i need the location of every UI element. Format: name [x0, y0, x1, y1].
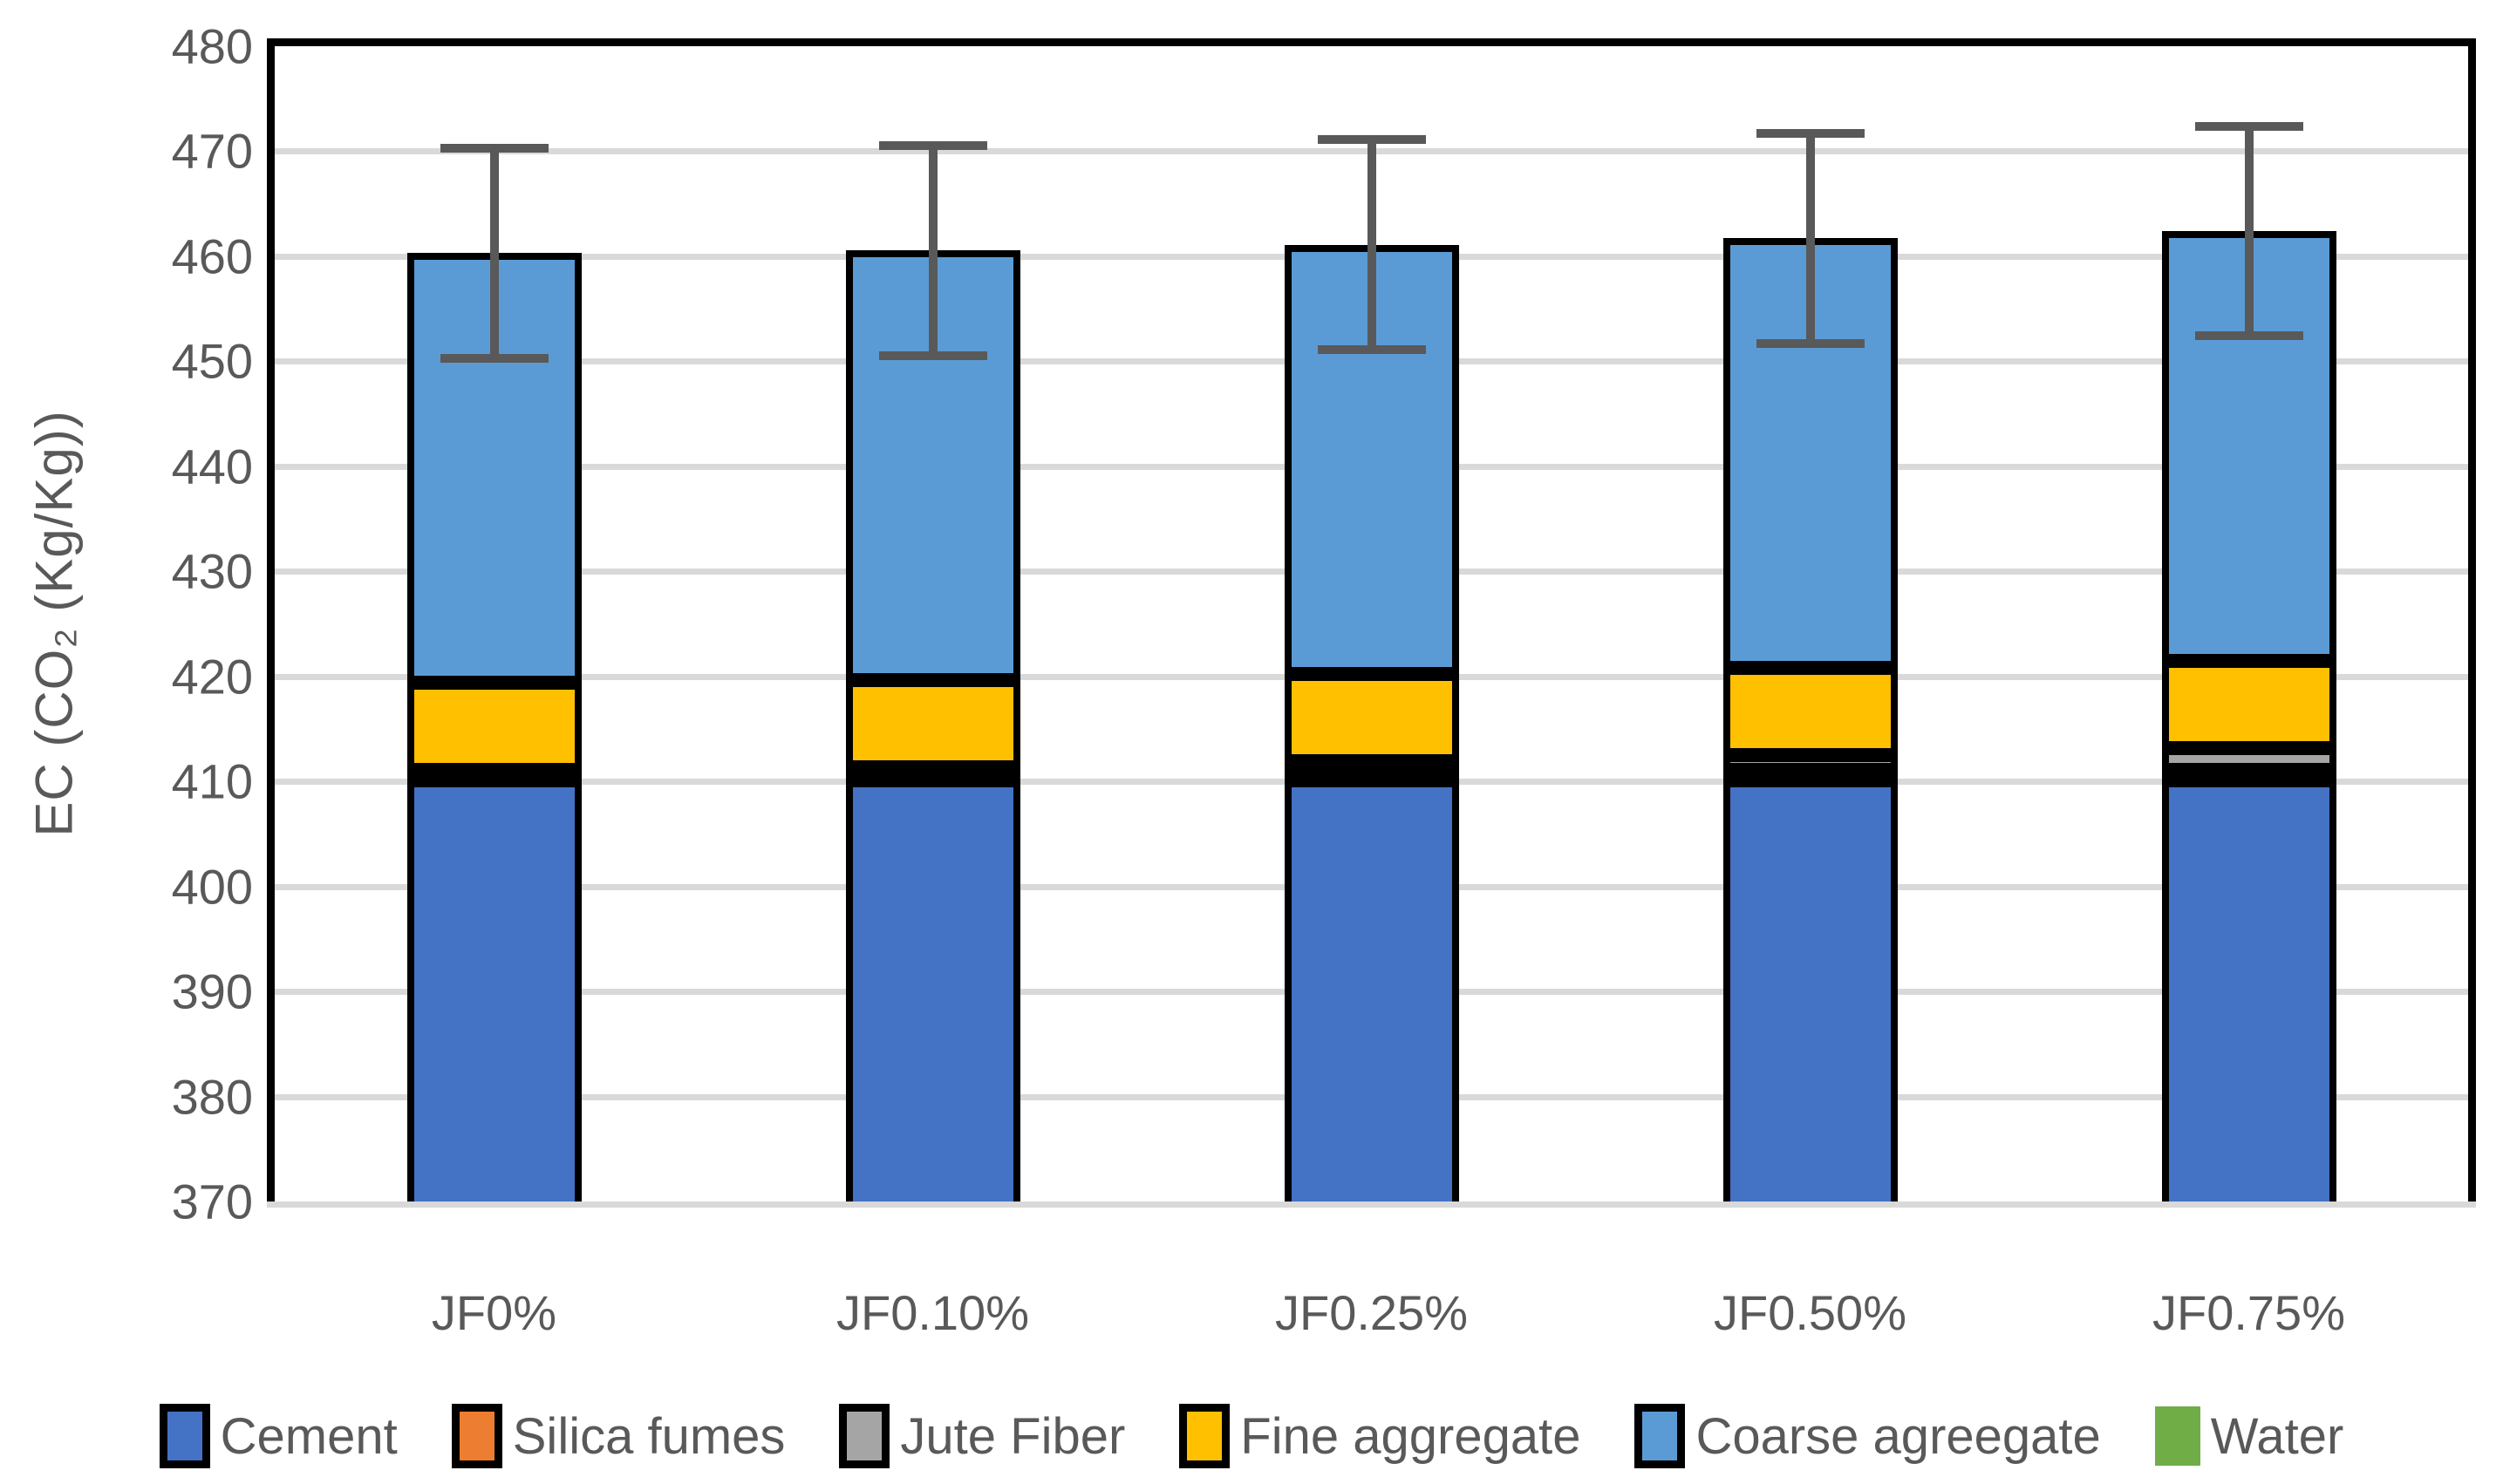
y-tick-label: 460 [171, 228, 253, 284]
error-bar-cap-top [1317, 135, 1426, 145]
bar-segment-fine-aggregate[interactable] [1284, 674, 1459, 762]
bar-segment-cement[interactable] [845, 779, 1020, 1201]
legend-label: Coarse agreegate [1695, 1407, 2101, 1465]
y-tick-label: 470 [171, 123, 253, 179]
legend-swatch-jute-fiber [839, 1404, 890, 1468]
x-axis-label-jf010: JF0.10% [836, 1285, 1029, 1340]
error-bar-cap-bottom [1756, 338, 1865, 348]
y-tick-label: 380 [171, 1069, 253, 1125]
legend-item-coarse-agreegate[interactable]: Coarse agreegate [1634, 1404, 2101, 1468]
legend-item-fine-aggregate[interactable]: Fine aggregate [1179, 1404, 1580, 1468]
x-axis-label-jf0: JF0% [431, 1285, 557, 1340]
bar-segment-coarse-agreegate[interactable] [2161, 231, 2336, 661]
legend-item-jute-fiber[interactable]: Jute Fiber [839, 1404, 1125, 1468]
plot-border-left [267, 38, 275, 1201]
legend-label: Fine aggregate [1240, 1407, 1581, 1465]
bar-segment-cement[interactable] [1722, 779, 1898, 1201]
error-bar-cap-bottom [440, 353, 549, 363]
legend-swatch-cement [159, 1404, 210, 1468]
bar-segment-fine-aggregate[interactable] [406, 682, 582, 770]
x-axis-label-jf050: JF0.50% [1714, 1285, 1906, 1340]
y-tick-label: 410 [171, 753, 253, 809]
legend: Cement Silica fumes Jute Fiber Fine aggrega… [0, 1388, 2503, 1484]
legend-label: Water [2210, 1407, 2344, 1465]
error-bar-cap-bottom [1317, 345, 1426, 355]
error-bar [2244, 126, 2254, 337]
bar-segment-coarse-agreegate[interactable] [1284, 244, 1459, 675]
legend-item-water[interactable]: Water [2154, 1406, 2344, 1466]
bar-segment-cement[interactable] [406, 779, 582, 1201]
bar-segment-silica-fumes[interactable] [2161, 769, 2336, 784]
legend-label: Cement [220, 1407, 398, 1465]
x-axis-line [267, 1201, 2476, 1208]
plot-border-right [2468, 38, 2476, 1201]
bar-segment-jute-fiber[interactable] [2161, 747, 2336, 770]
legend-swatch-water [2154, 1406, 2200, 1466]
x-axis-label-jf075: JF0.75% [2152, 1285, 2345, 1340]
bar-segment-silica-fumes[interactable] [406, 769, 582, 784]
bar-segment-jute-fiber[interactable] [1284, 761, 1459, 776]
error-bar [1367, 140, 1376, 351]
error-bar-cap-bottom [2194, 331, 2303, 341]
error-bar [489, 147, 499, 358]
y-tick-label: 430 [171, 543, 253, 599]
bar-segment-silica-fumes[interactable] [1722, 769, 1898, 784]
bar-segment-jute-fiber[interactable] [845, 766, 1020, 781]
y-tick-label: 480 [171, 18, 253, 74]
legend-item-silica-fumes[interactable]: Silica fumes [451, 1404, 786, 1468]
error-bar-cap-top [878, 140, 987, 150]
y-tick-label: 440 [171, 439, 253, 494]
y-tick-label: 420 [171, 649, 253, 705]
plot-border-top [267, 38, 2476, 46]
legend-swatch-silica-fumes [451, 1404, 502, 1468]
bar-segment-cement[interactable] [2161, 779, 2336, 1201]
bar-segment-fine-aggregate[interactable] [1722, 668, 1898, 756]
y-tick-label: 390 [171, 963, 253, 1019]
plot-area [275, 46, 2468, 1201]
bar-segment-cement[interactable] [1284, 779, 1459, 1201]
error-bar [1805, 133, 1815, 344]
legend-swatch-coarse-agreegate [1634, 1404, 1686, 1468]
y-tick-label: 400 [171, 859, 253, 915]
x-axis-label-jf025: JF0.25% [1275, 1285, 1468, 1340]
legend-label: Jute Fiber [900, 1407, 1126, 1465]
error-bar-cap-top [2194, 121, 2303, 131]
legend-label: Silica fumes [512, 1407, 786, 1465]
bar-segment-fine-aggregate[interactable] [2161, 660, 2336, 748]
bar-segment-fine-aggregate[interactable] [845, 679, 1020, 767]
y-tick-label: 450 [171, 333, 253, 389]
legend-swatch-fine-aggregate [1179, 1404, 1231, 1468]
y-axis-title: EC (CO₂ (Kg/Kg)) [24, 410, 84, 837]
y-tick-label: 370 [171, 1174, 253, 1229]
legend-item-cement[interactable]: Cement [159, 1404, 398, 1468]
error-bar-cap-bottom [878, 351, 987, 360]
bar-segment-jute-fiber[interactable] [1722, 755, 1898, 770]
error-bar-cap-top [440, 143, 549, 153]
error-bar [928, 145, 938, 356]
error-bar-cap-top [1756, 128, 1865, 138]
